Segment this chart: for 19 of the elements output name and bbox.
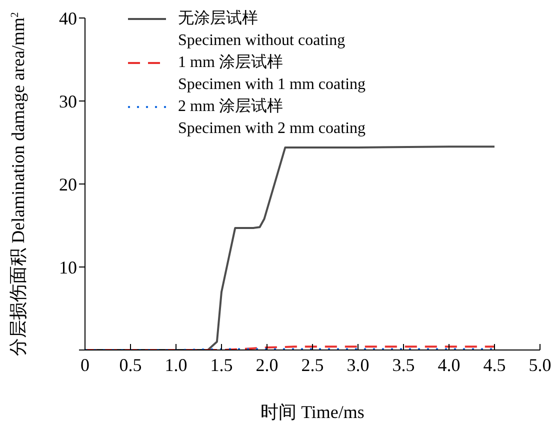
x-tick-label: 3.5 <box>392 354 415 375</box>
legend-label: 无涂层试样 Specimen without coating <box>178 8 346 51</box>
legend-label: 2 mm 涂层试样 Specimen with 2 mm coating <box>178 96 366 139</box>
x-tick-label: 0.5 <box>119 354 142 375</box>
y-tick-label: 20 <box>59 174 77 194</box>
x-tick-label: 2.0 <box>256 354 278 375</box>
y-tick-label: 30 <box>59 91 77 112</box>
x-tick-label: 1.5 <box>210 354 233 375</box>
x-tick-label: 1.0 <box>164 354 188 375</box>
legend-label: 1 mm 涂层试样 Specimen with 1 mm coating <box>178 52 366 95</box>
x-tick-label: 0 <box>80 354 90 375</box>
y-tick-label: 40 <box>59 8 77 28</box>
x-tick-label: 5.0 <box>528 354 552 375</box>
y-tick-label: 10 <box>59 257 77 278</box>
x-tick-label: 4.5 <box>483 354 506 375</box>
x-tick-label: 4.0 <box>438 354 460 375</box>
x-tick-label: 3.0 <box>346 354 370 375</box>
x-tick-label: 2.5 <box>301 354 324 375</box>
x-axis-title: 时间 Time/ms <box>260 402 364 422</box>
